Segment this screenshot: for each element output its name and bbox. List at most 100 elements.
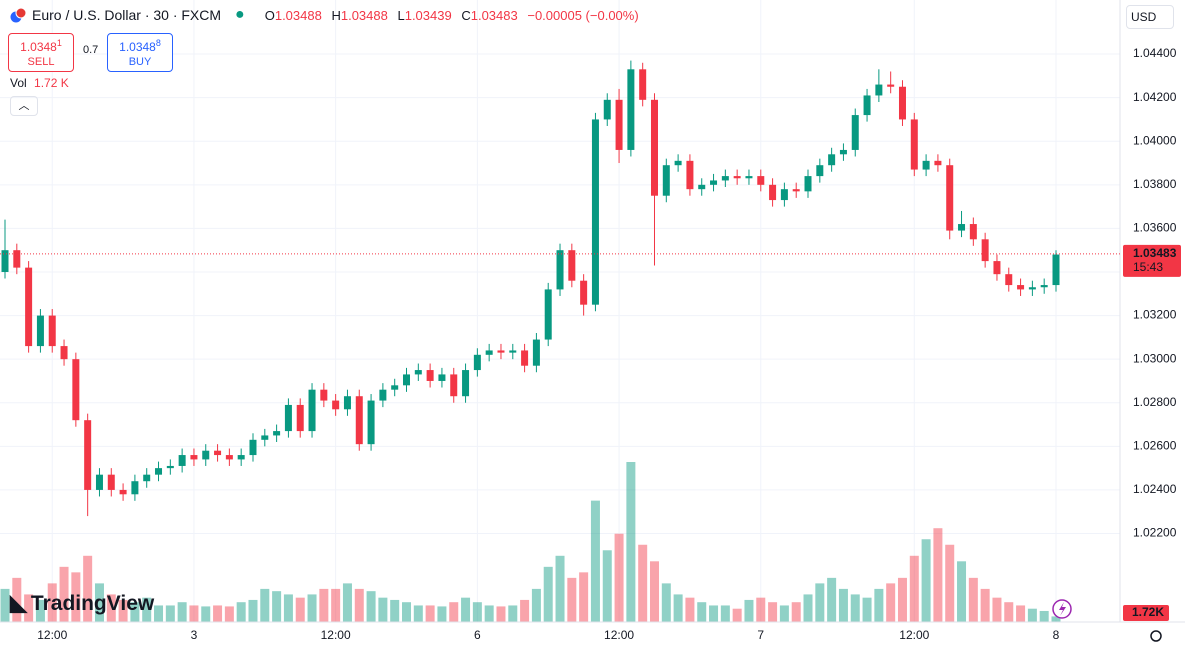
candle-body (792, 189, 800, 192)
y-tick-label: 1.04400 (1133, 46, 1177, 60)
volume-bar (106, 594, 116, 622)
candle-body (155, 468, 163, 475)
x-tick-label: 12:00 (899, 628, 929, 642)
candle-body (851, 115, 859, 150)
candle-body (438, 374, 446, 381)
volume-bar (685, 597, 695, 622)
volume-bar (165, 605, 175, 622)
volume-bar (342, 583, 352, 622)
grid (0, 0, 1120, 622)
candle-body (1005, 274, 1013, 286)
gear[interactable] (1150, 630, 1162, 642)
ohlc-value: 1.03483 (470, 7, 518, 23)
alert-icon[interactable] (1052, 599, 1072, 619)
volume-bar (921, 539, 931, 622)
volume-bar (862, 597, 872, 622)
volume-bar (508, 605, 518, 622)
volume-bar (791, 602, 801, 622)
ohlc-key: L (397, 7, 405, 23)
volume-bar (461, 597, 471, 622)
candle-body (403, 374, 411, 386)
volume-bar (520, 599, 530, 622)
buy-button[interactable]: 1.03488 BUY (107, 33, 173, 72)
volume-bar (366, 591, 376, 622)
volume-bar (1027, 608, 1037, 622)
volume-bar (1051, 616, 1061, 622)
volume-bar (83, 555, 93, 622)
volume-bar (720, 605, 730, 622)
candle-body (497, 350, 505, 353)
candle-body (686, 160, 694, 190)
y-tick-label: 1.03200 (1133, 308, 1177, 322)
symbol-icon (10, 7, 26, 23)
volume-bar (874, 588, 884, 622)
candle-body (710, 180, 718, 185)
candle-body (875, 84, 883, 96)
volume-bar (12, 577, 22, 622)
candle-body (532, 339, 540, 366)
volume-bar (543, 566, 553, 622)
volume-bar (992, 597, 1002, 622)
candle-body (249, 439, 257, 456)
volume-bar (94, 583, 104, 622)
volume-bar (142, 597, 152, 622)
volume-bar (945, 544, 955, 622)
candle-body (816, 165, 824, 177)
volume-bar (213, 605, 223, 622)
candle-body (1017, 285, 1025, 290)
bolt (1059, 602, 1066, 616)
currency-button[interactable]: USD (1126, 5, 1174, 29)
sell-button[interactable]: 1.03481 SELL (8, 33, 74, 72)
candle-body (650, 99, 658, 196)
volume-legend-label: Vol (10, 76, 27, 90)
candle-body (178, 455, 186, 466)
logo-mark: ◣ (10, 590, 27, 615)
volume-bar (1016, 605, 1026, 622)
volume-bar (756, 597, 766, 622)
candle-body (84, 420, 92, 490)
ohlc-value: 1.03488 (274, 7, 322, 23)
volume-bar (957, 561, 967, 622)
settings-icon[interactable] (1150, 630, 1162, 642)
volume-bar (886, 583, 896, 622)
candle-body (887, 84, 895, 87)
volume-pane (0, 462, 1061, 622)
candle-body (273, 431, 281, 436)
candle-body (72, 359, 80, 421)
market-status: ● (235, 6, 245, 23)
candle-body (284, 404, 292, 432)
volume-bar (130, 602, 140, 622)
y-tick-label: 1.04000 (1133, 133, 1177, 147)
volume-bar (673, 594, 683, 622)
candle-body (828, 154, 836, 166)
volume-bar (709, 605, 719, 622)
y-tick-label: 1.03800 (1133, 177, 1177, 191)
volume-legend: Vol 1.72 K (10, 76, 69, 90)
volume-bar (614, 533, 624, 622)
candle-body (898, 86, 906, 120)
volume-bar (909, 555, 919, 622)
volume-bar (531, 588, 541, 622)
volume-bar (1039, 610, 1049, 622)
buy-label: BUY (128, 56, 152, 68)
volume-bar (0, 588, 10, 622)
candle-body (1, 250, 9, 272)
y-tick-label: 1.02200 (1133, 526, 1177, 540)
volume-bar (189, 605, 199, 622)
candle-body (556, 250, 564, 290)
volume-bar (567, 577, 577, 622)
candle-body (721, 176, 729, 181)
volume-bar (649, 561, 659, 622)
volume-bar (850, 594, 860, 622)
candle-body (568, 250, 576, 281)
collapse-button[interactable]: ︿ (10, 96, 38, 116)
volume-bar (779, 605, 789, 622)
candle-body (60, 346, 68, 360)
volume-bar (390, 599, 400, 622)
y-tick-label: 1.03600 (1133, 221, 1177, 235)
volume-bar (24, 594, 34, 622)
candle-body (462, 370, 470, 397)
volume-bar (496, 606, 506, 622)
volume-bar (744, 599, 754, 622)
